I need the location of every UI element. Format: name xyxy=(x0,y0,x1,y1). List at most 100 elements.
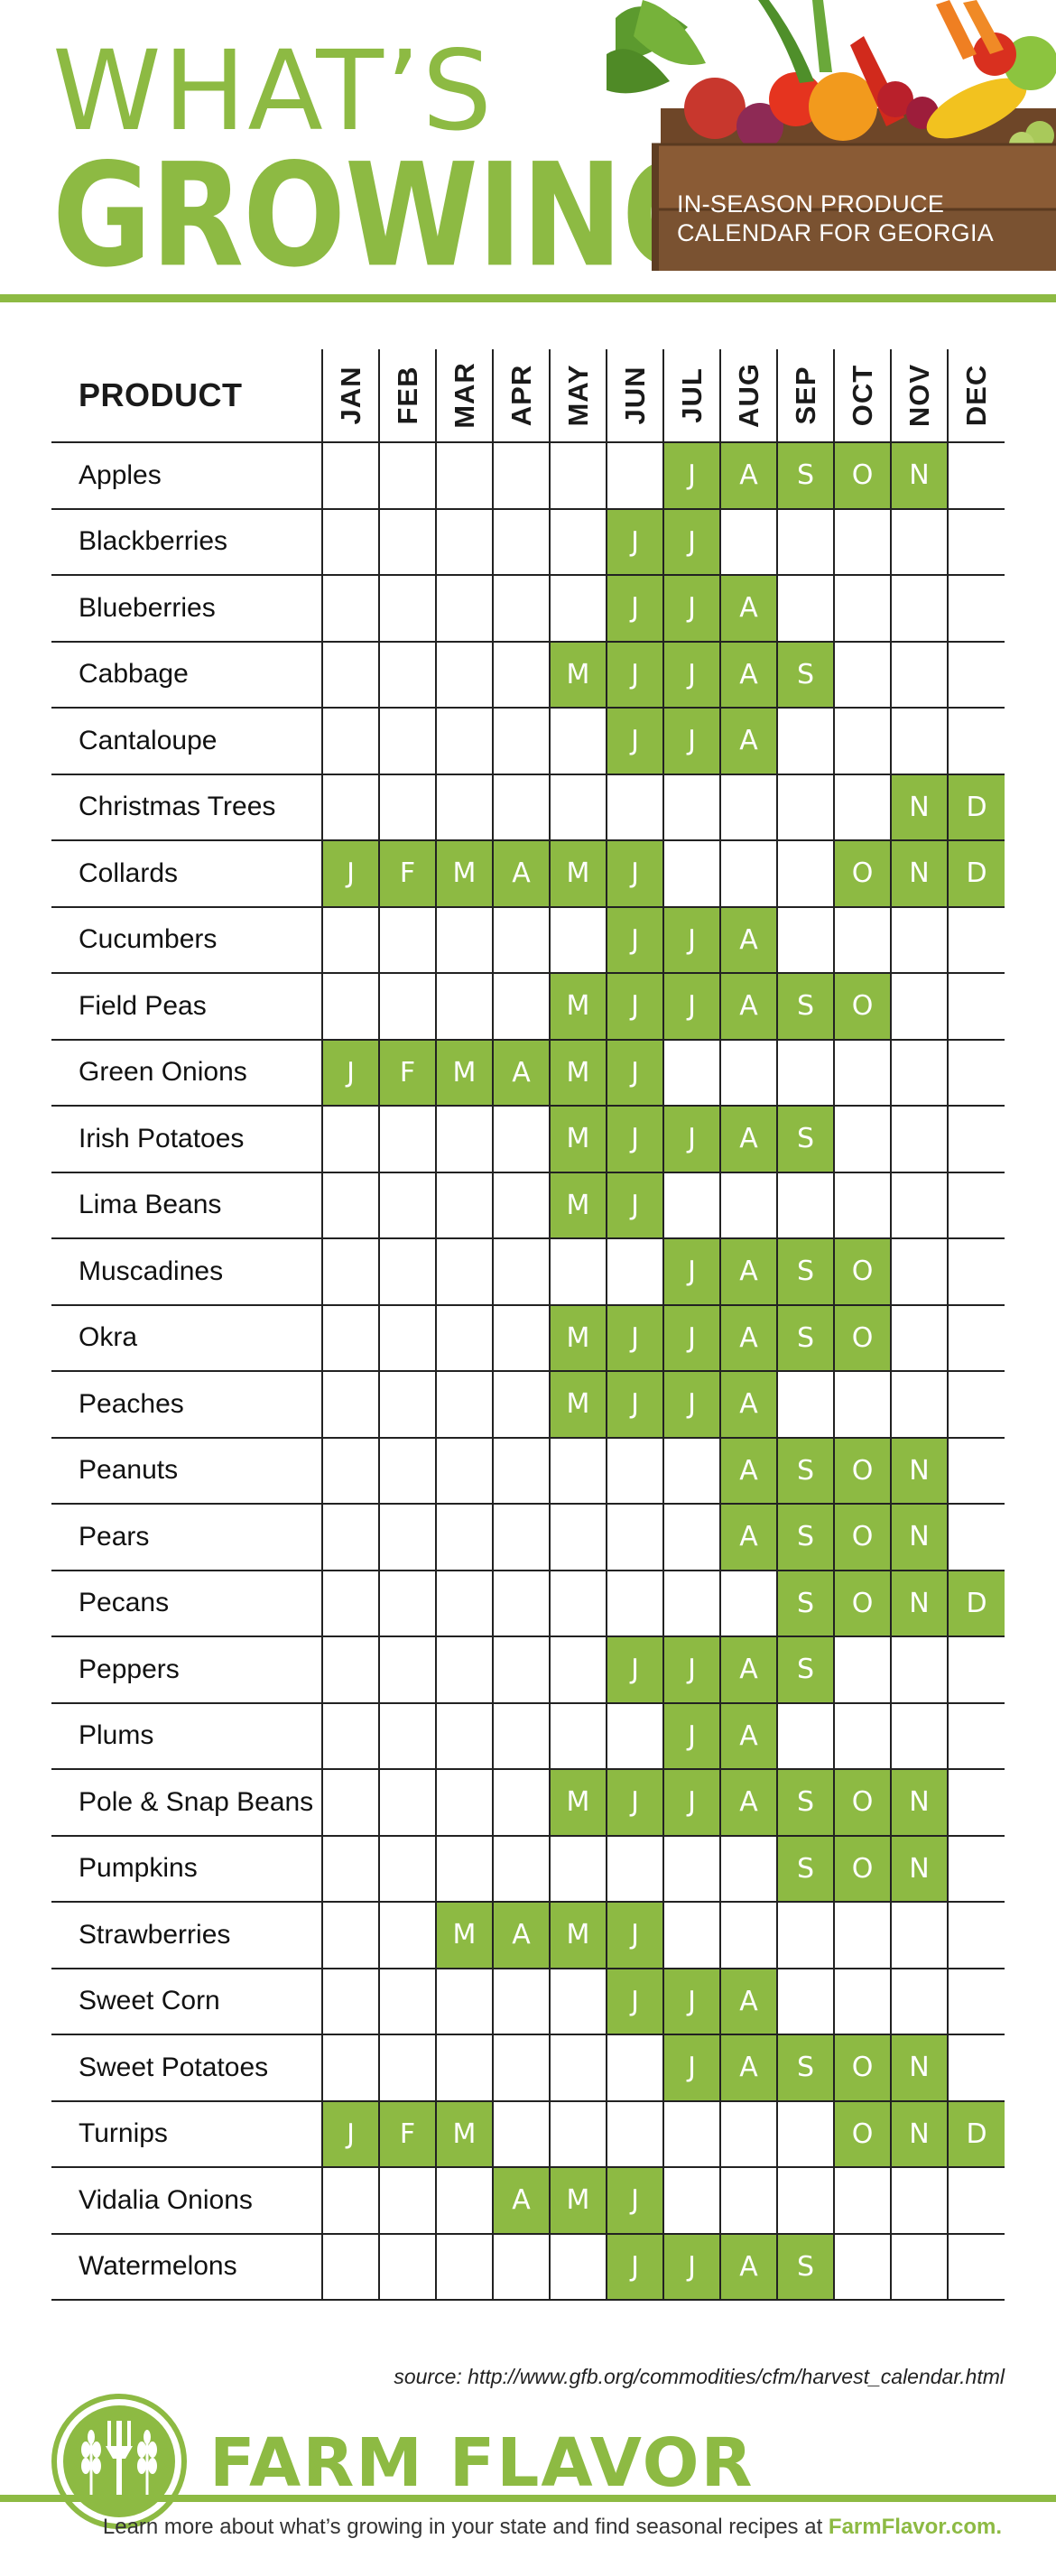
empty-cell xyxy=(321,1834,380,1903)
empty-cell xyxy=(549,574,607,643)
empty-cell xyxy=(492,1503,551,1571)
empty-cell xyxy=(776,905,835,974)
empty-cell xyxy=(890,1105,949,1173)
in-season-cell: S xyxy=(776,1105,835,1173)
empty-cell xyxy=(776,574,835,643)
brand-word-flavor: FLAVOR xyxy=(449,2424,755,2502)
in-season-cell: J xyxy=(662,2232,721,2301)
empty-cell xyxy=(606,1701,664,1770)
table-row: Apples J A S O N xyxy=(51,441,1005,510)
empty-cell xyxy=(776,507,835,576)
in-season-cell: A xyxy=(719,1635,778,1704)
empty-cell xyxy=(435,1370,494,1439)
in-season-cell: F xyxy=(378,2099,437,2168)
empty-cell xyxy=(549,1237,607,1306)
table-row: Pears A S O N xyxy=(51,1503,1005,1571)
empty-cell xyxy=(549,2099,607,2168)
site-link[interactable]: FarmFlavor.com. xyxy=(828,2515,1002,2539)
empty-cell xyxy=(492,1635,551,1704)
product-name: Irish Potatoes xyxy=(51,1105,323,1173)
empty-cell xyxy=(435,1503,494,1571)
empty-cell xyxy=(776,1171,835,1239)
produce-calendar-table: PRODUCT JAN FEB MAR APR MAY JUN JUL AUG … xyxy=(51,349,1005,2301)
product-name: Pecans xyxy=(51,1569,323,1637)
in-season-cell: A xyxy=(719,441,778,510)
empty-cell xyxy=(947,1370,1005,1439)
empty-cell xyxy=(549,2232,607,2301)
empty-cell xyxy=(321,574,380,643)
empty-cell xyxy=(719,1569,778,1637)
empty-cell xyxy=(890,1901,949,1969)
in-season-cell: O xyxy=(833,2099,892,2168)
empty-cell xyxy=(662,1503,721,1571)
in-season-cell: J xyxy=(662,707,721,775)
table-row: Lima Beans M J xyxy=(51,1171,1005,1239)
in-season-cell: D xyxy=(947,2099,1005,2168)
in-season-cell: J xyxy=(662,972,721,1041)
empty-cell xyxy=(947,1901,1005,1969)
empty-cell xyxy=(492,1436,551,1505)
in-season-cell: M xyxy=(435,1038,494,1107)
empty-cell xyxy=(378,905,437,974)
in-season-cell: J xyxy=(662,2034,721,2102)
empty-cell xyxy=(321,1635,380,1704)
table-row: Peanuts A S O N xyxy=(51,1436,1005,1505)
month-header-sep: SEP xyxy=(776,349,835,443)
month-label: JAN xyxy=(334,366,366,425)
in-season-cell: A xyxy=(719,2034,778,2102)
empty-cell xyxy=(549,1503,607,1571)
table-header-row: PRODUCT JAN FEB MAR APR MAY JUN JUL AUG … xyxy=(51,349,1005,443)
empty-cell xyxy=(549,441,607,510)
empty-cell xyxy=(378,2232,437,2301)
empty-cell xyxy=(947,1171,1005,1239)
empty-cell xyxy=(492,1967,551,2035)
empty-cell xyxy=(321,1303,380,1372)
empty-cell xyxy=(947,1967,1005,2035)
empty-cell xyxy=(321,640,380,709)
in-season-cell: J xyxy=(606,839,664,908)
in-season-cell: O xyxy=(833,972,892,1041)
in-season-cell: J xyxy=(606,1768,664,1837)
month-header-jun: JUN xyxy=(606,349,664,443)
empty-cell xyxy=(833,1967,892,2035)
month-header-jul: JUL xyxy=(662,349,721,443)
empty-cell xyxy=(549,507,607,576)
empty-cell xyxy=(492,1171,551,1239)
in-season-cell: J xyxy=(321,839,380,908)
in-season-cell: S xyxy=(776,1834,835,1903)
empty-cell xyxy=(947,507,1005,576)
in-season-cell: J xyxy=(606,707,664,775)
in-season-cell: S xyxy=(776,972,835,1041)
month-header-jan: JAN xyxy=(321,349,380,443)
month-header-mar: MAR xyxy=(435,349,494,443)
in-season-cell: S xyxy=(776,1635,835,1704)
in-season-cell: O xyxy=(833,839,892,908)
in-season-cell: M xyxy=(549,1038,607,1107)
empty-cell xyxy=(890,1171,949,1239)
empty-cell xyxy=(662,773,721,841)
tagline-text: Learn more about what’s growing in your … xyxy=(102,2515,823,2539)
empty-cell xyxy=(492,1701,551,1770)
in-season-cell: J xyxy=(606,574,664,643)
empty-cell xyxy=(492,2034,551,2102)
empty-cell xyxy=(321,1171,380,1239)
month-label: FEB xyxy=(391,366,423,425)
empty-cell xyxy=(321,1237,380,1306)
empty-cell xyxy=(435,507,494,576)
empty-cell xyxy=(378,1901,437,1969)
source-citation: source: http://www.gfb.org/commodities/c… xyxy=(394,2365,1005,2388)
empty-cell xyxy=(776,1038,835,1107)
product-name: Turnips xyxy=(51,2099,323,2168)
empty-cell xyxy=(378,1370,437,1439)
empty-cell xyxy=(890,905,949,974)
empty-cell xyxy=(378,1171,437,1239)
product-name: Sweet Potatoes xyxy=(51,2034,323,2102)
empty-cell xyxy=(890,1701,949,1770)
in-season-cell: D xyxy=(947,1569,1005,1637)
empty-cell xyxy=(435,1171,494,1239)
in-season-cell: N xyxy=(890,773,949,841)
product-name: Blackberries xyxy=(51,507,323,576)
empty-cell xyxy=(378,1105,437,1173)
in-season-cell: F xyxy=(378,839,437,908)
empty-cell xyxy=(378,1503,437,1571)
